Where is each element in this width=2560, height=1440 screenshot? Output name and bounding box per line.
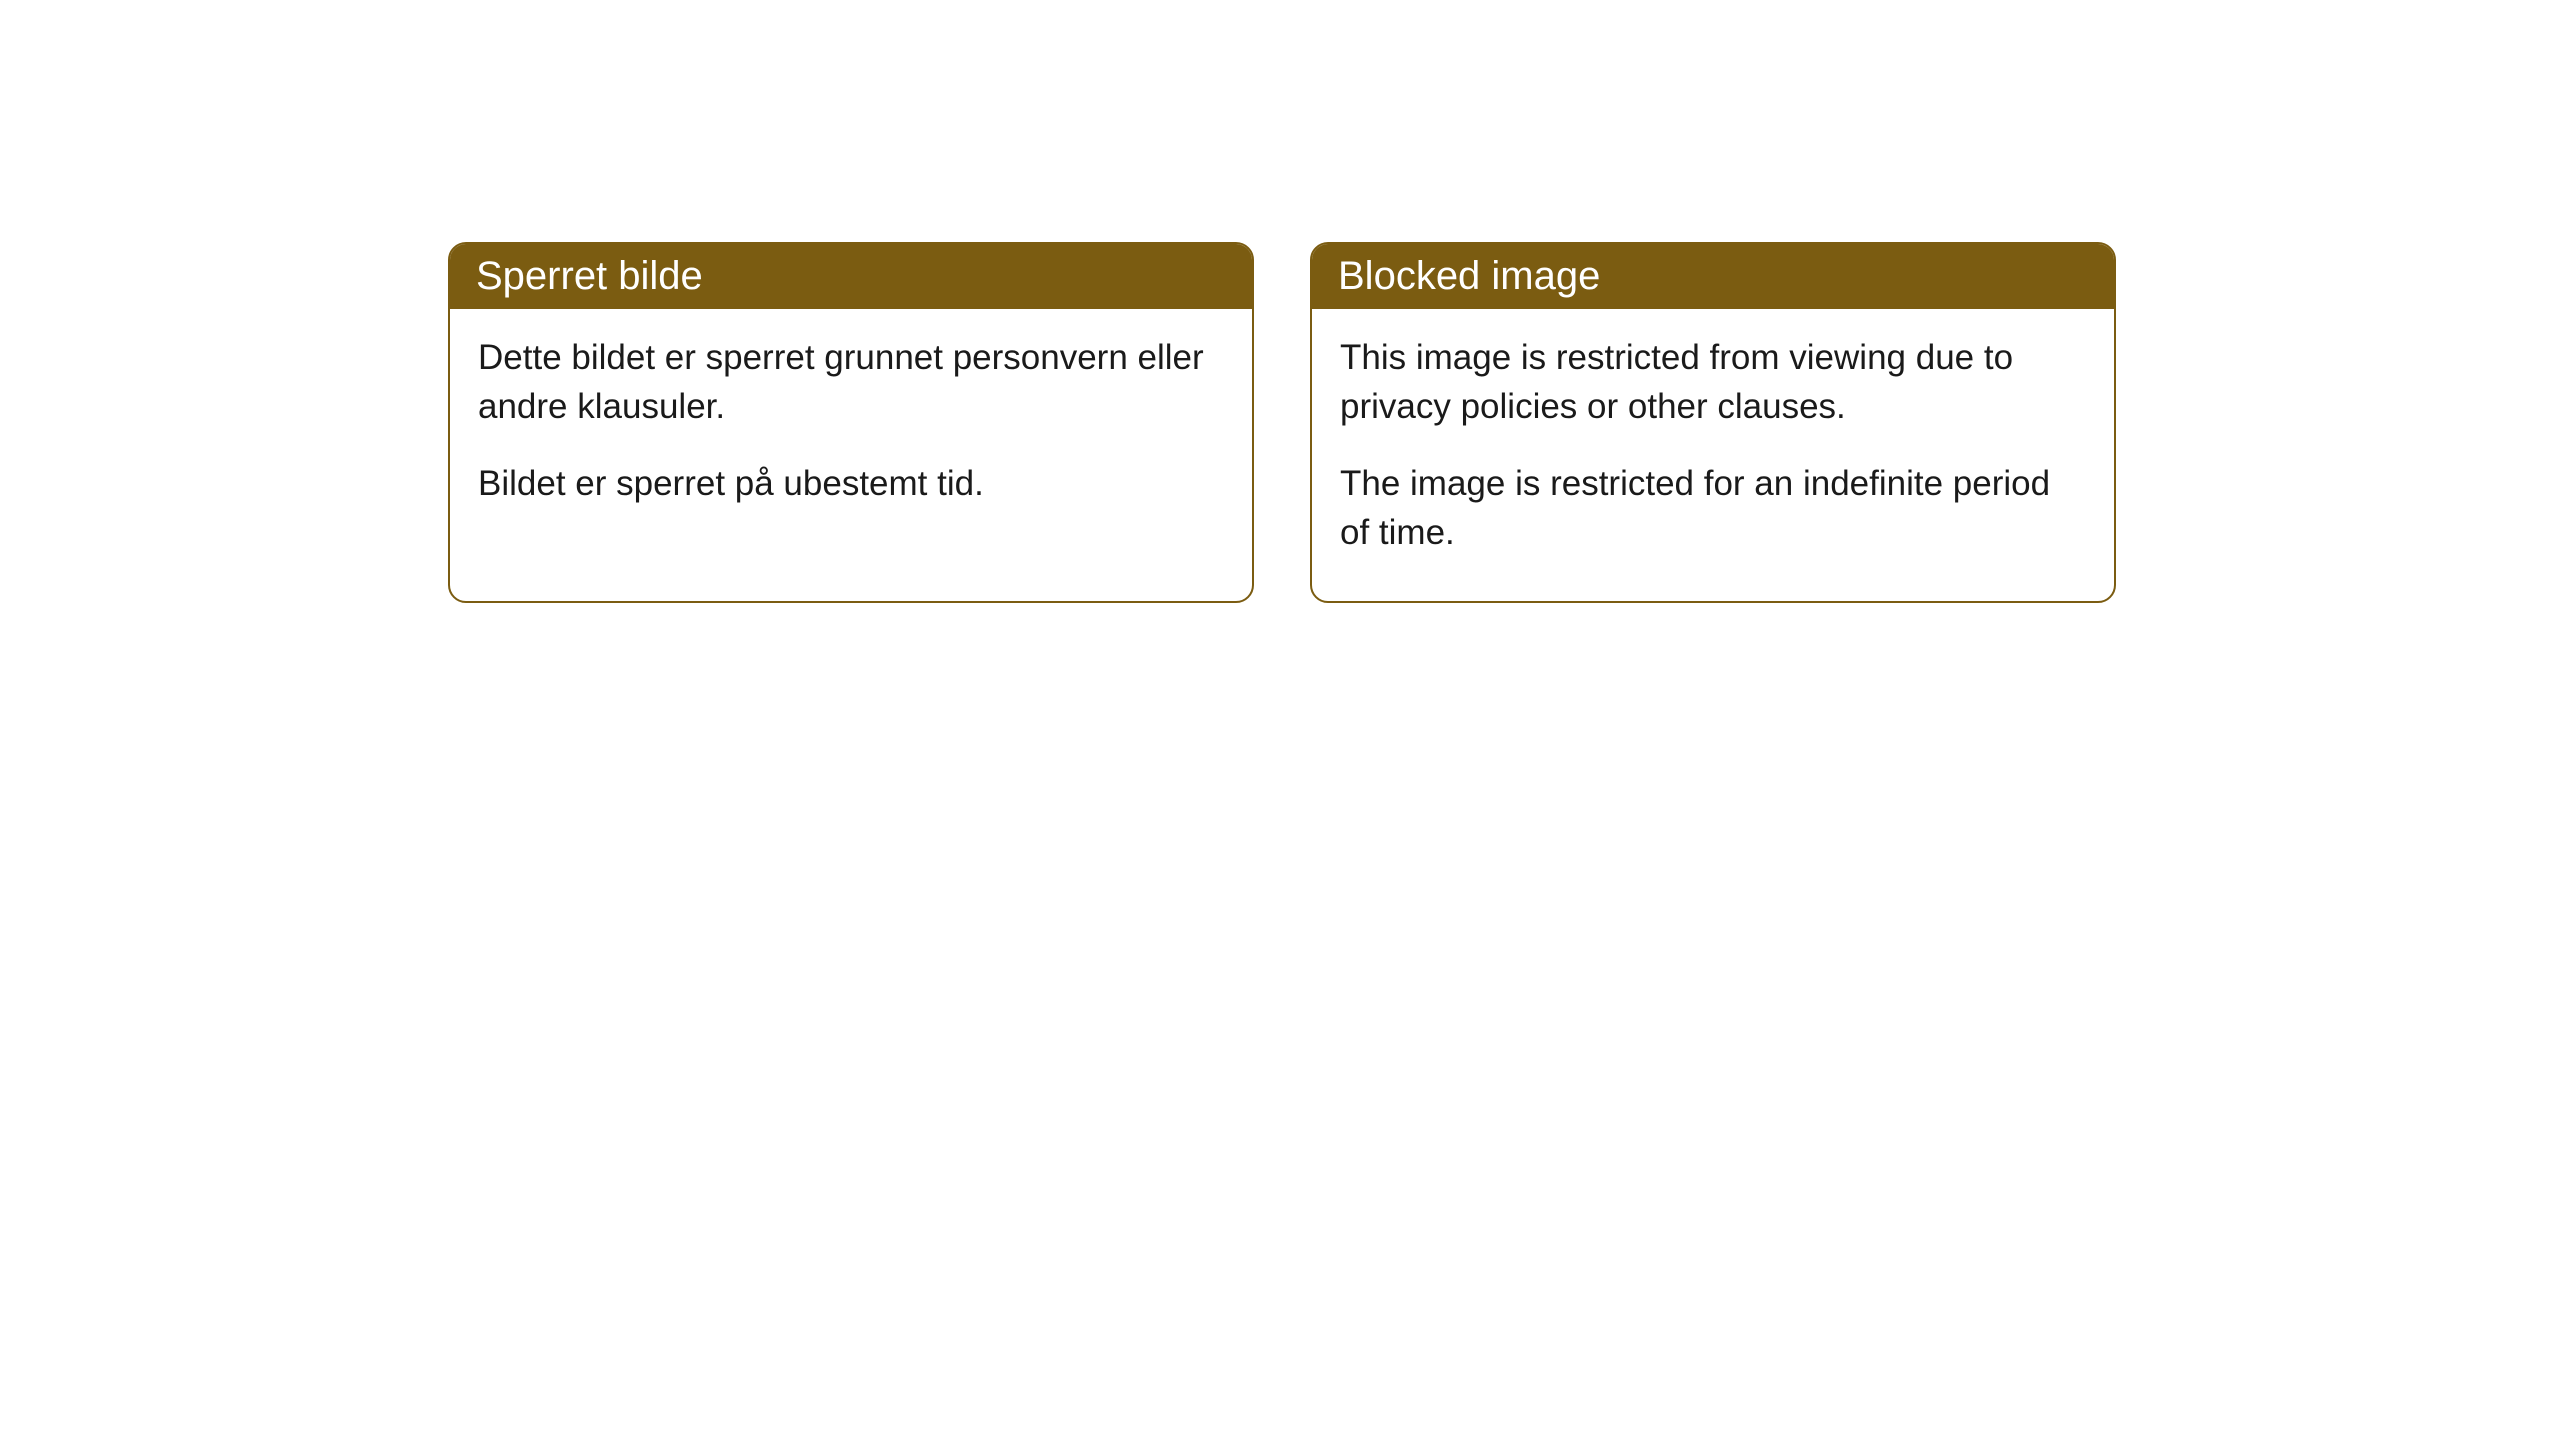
card-title: Blocked image — [1338, 254, 1600, 298]
card-paragraph: Bildet er sperret på ubestemt tid. — [478, 459, 1224, 508]
card-header: Blocked image — [1312, 244, 2114, 309]
card-title: Sperret bilde — [476, 254, 703, 298]
notice-card-english: Blocked image This image is restricted f… — [1310, 242, 2116, 603]
card-paragraph: The image is restricted for an indefinit… — [1340, 459, 2086, 557]
notice-card-norwegian: Sperret bilde Dette bildet er sperret gr… — [448, 242, 1254, 603]
notice-cards-container: Sperret bilde Dette bildet er sperret gr… — [448, 242, 2116, 603]
card-body: This image is restricted from viewing du… — [1312, 309, 2114, 601]
card-paragraph: Dette bildet er sperret grunnet personve… — [478, 333, 1224, 431]
card-body: Dette bildet er sperret grunnet personve… — [450, 309, 1252, 552]
card-paragraph: This image is restricted from viewing du… — [1340, 333, 2086, 431]
card-header: Sperret bilde — [450, 244, 1252, 309]
